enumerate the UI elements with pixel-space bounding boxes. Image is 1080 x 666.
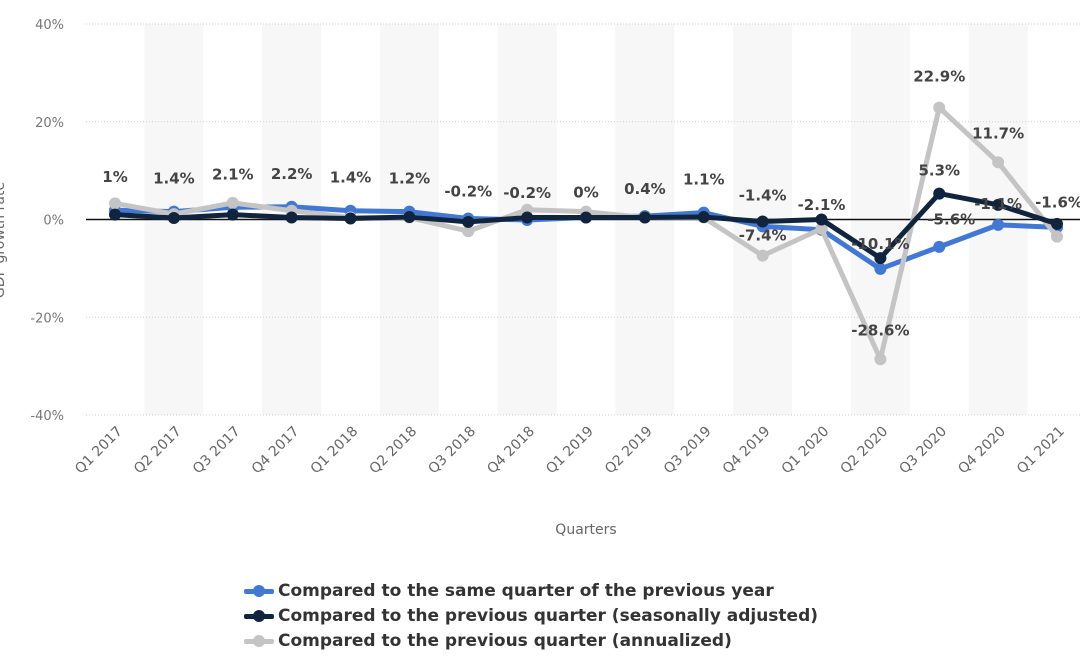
y-axis-ticks: 40% 20% 0% -20% -40%	[30, 18, 64, 424]
data-point[interactable]	[697, 211, 710, 224]
y-tick-label: 40%	[35, 18, 64, 33]
data-point[interactable]	[1051, 217, 1063, 230]
x-tick-label: Q2 2020	[837, 424, 891, 478]
data-point[interactable]	[462, 225, 475, 238]
data-point[interactable]	[1051, 230, 1063, 243]
data-point[interactable]	[521, 211, 534, 224]
legend-item-seasonally-adjusted[interactable]: Compared to the previous quarter (season…	[244, 603, 818, 628]
data-label: 1.4%	[153, 170, 195, 188]
x-tick-label: Q3 2018	[425, 424, 479, 478]
legend-marker-icon	[244, 634, 274, 648]
data-label: -0.2%	[503, 184, 551, 202]
data-point[interactable]	[992, 156, 1005, 169]
legend-marker-icon	[244, 609, 274, 623]
data-point[interactable]	[756, 215, 769, 228]
data-label: 1.1%	[683, 171, 725, 189]
data-point[interactable]	[933, 187, 946, 200]
legend-label: Compared to the same quarter of the prev…	[278, 580, 774, 601]
x-tick-label: Q4 2020	[955, 424, 1009, 478]
legend-item-yoy[interactable]: Compared to the same quarter of the prev…	[244, 578, 818, 603]
data-label: -10.1%	[851, 235, 909, 253]
y-tick-label: 20%	[35, 116, 64, 131]
data-label: -1.1%	[974, 195, 1022, 213]
data-point[interactable]	[109, 208, 121, 221]
series-1	[109, 187, 1063, 265]
data-label: 2.1%	[212, 165, 254, 183]
data-label: 0%	[573, 184, 598, 202]
data-point[interactable]	[933, 101, 946, 114]
data-label: -1.6%	[1035, 193, 1080, 211]
x-tick-label: Q2 2018	[366, 424, 420, 478]
data-point[interactable]	[403, 211, 416, 224]
data-point[interactable]	[815, 213, 828, 226]
data-label: -5.6%	[927, 211, 975, 229]
y-tick-label: -40%	[30, 409, 64, 424]
data-point[interactable]	[580, 211, 592, 224]
data-label: 5.3%	[918, 162, 960, 180]
data-point[interactable]	[285, 211, 298, 224]
data-label: 22.9%	[913, 68, 965, 86]
data-point[interactable]	[638, 211, 651, 224]
data-label: 2.2%	[271, 165, 313, 183]
data-point[interactable]	[874, 262, 887, 275]
x-tick-label: Q2 2017	[131, 424, 185, 478]
series-2	[109, 101, 1063, 366]
x-tick-label: Q4 2019	[720, 424, 774, 478]
series-line	[114, 105, 1059, 362]
x-tick-label: Q4 2017	[249, 424, 303, 478]
data-point[interactable]	[462, 215, 475, 228]
data-point[interactable]	[992, 198, 1005, 211]
data-point[interactable]	[874, 353, 887, 366]
y-tick-label: 0%	[43, 214, 64, 229]
data-point[interactable]	[756, 249, 769, 262]
legend-item-annualized[interactable]: Compared to the previous quarter (annual…	[244, 628, 818, 653]
x-tick-label: Q2 2019	[602, 424, 656, 478]
data-label: -7.4%	[739, 226, 787, 244]
data-point[interactable]	[226, 196, 239, 209]
x-axis-title: Quarters	[555, 522, 616, 538]
legend-marker-icon	[244, 584, 274, 598]
x-tick-label: Q3 2019	[661, 424, 715, 478]
y-axis-title: GDP growth rate	[0, 182, 8, 298]
gridlines	[86, 23, 1080, 416]
data-point[interactable]	[992, 218, 1005, 231]
legend: Compared to the same quarter of the prev…	[244, 578, 818, 653]
data-label: 1.4%	[330, 169, 372, 187]
data-point[interactable]	[933, 240, 946, 253]
data-label: -2.1%	[798, 196, 846, 214]
x-tick-label: Q1 2018	[308, 424, 362, 478]
data-point[interactable]	[226, 208, 239, 221]
x-tick-label: Q3 2017	[190, 424, 244, 478]
x-tick-label: Q1 2017	[72, 424, 126, 478]
data-point[interactable]	[344, 212, 357, 225]
x-tick-label: Q1 2019	[543, 424, 597, 478]
x-axis-ticks: Q1 2017 Q2 2017 Q3 2017 Q4 2017 Q1 2018 Q2 20…	[72, 424, 1068, 478]
y-tick-label: -20%	[30, 311, 64, 326]
data-labels: 1% 1.4% 2.1% 2.2% 1.4% 1.2% -0.2% -0.2% 0% 0.4% 1.…	[102, 68, 1080, 340]
data-point[interactable]	[109, 197, 121, 210]
line-chart: 40%20%0%-20%-40% 1% 1.4% 2.1% 2.2% 1.4% 1.2%-…	[0, 18, 1080, 538]
data-label: -1.4%	[739, 186, 787, 204]
data-label: -28.6%	[851, 321, 909, 339]
data-label: 11.7%	[972, 124, 1024, 142]
data-label: 1.2%	[389, 170, 431, 188]
data-label: -0.2%	[444, 183, 492, 201]
x-tick-label: Q1 2021	[1014, 424, 1068, 478]
x-tick-label: Q4 2018	[484, 424, 538, 478]
legend-label: Compared to the previous quarter (annual…	[278, 630, 732, 651]
x-tick-label: Q3 2020	[896, 424, 950, 478]
data-point[interactable]	[167, 212, 180, 225]
data-point[interactable]	[874, 252, 887, 265]
series-lines	[109, 101, 1063, 366]
data-point[interactable]	[815, 222, 828, 235]
data-label: 1%	[102, 168, 127, 186]
x-tick-label: Q1 2020	[779, 424, 833, 478]
legend-label: Compared to the previous quarter (season…	[278, 605, 819, 626]
data-label: 0.4%	[624, 180, 666, 198]
